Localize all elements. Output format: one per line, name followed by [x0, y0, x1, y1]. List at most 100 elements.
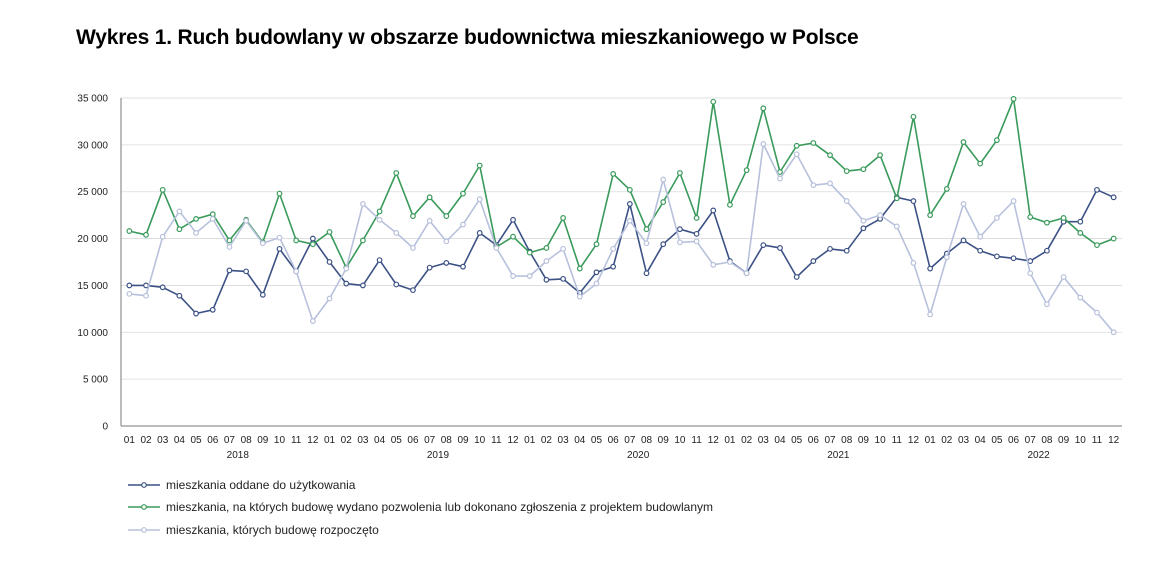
data-point — [910, 113, 917, 120]
legend-marker — [141, 482, 147, 488]
y-tick-label: 30 000 — [77, 140, 108, 151]
data-point — [860, 225, 867, 232]
data-point — [760, 242, 767, 249]
data-point — [676, 170, 683, 176]
data-point — [526, 273, 533, 279]
data-point — [643, 226, 650, 233]
data-point — [1094, 242, 1100, 249]
data-point — [293, 268, 300, 275]
data-point — [376, 216, 383, 223]
data-point — [193, 310, 199, 317]
data-point — [960, 237, 967, 244]
year-label: 2021 — [827, 450, 850, 461]
series-line — [129, 143, 1115, 333]
data-point — [259, 240, 266, 247]
data-point — [610, 263, 617, 270]
data-point — [793, 274, 800, 280]
x-tick-label: 06 — [608, 435, 620, 446]
data-point — [443, 213, 450, 219]
data-point — [376, 257, 383, 264]
data-point — [226, 267, 233, 274]
data-point — [276, 234, 283, 241]
x-tick-label: 04 — [774, 435, 786, 446]
x-tick-label: 11 — [1092, 435, 1103, 446]
x-tick-label: 02 — [941, 435, 953, 446]
data-point — [610, 245, 617, 252]
data-point — [927, 212, 934, 219]
data-point — [543, 258, 550, 264]
data-point — [943, 186, 950, 192]
x-tick-label: 03 — [758, 435, 770, 446]
x-tick-label: 01 — [724, 435, 736, 446]
x-tick-label: 09 — [257, 435, 269, 446]
data-point — [309, 241, 316, 248]
axes: 0 5 000 10 000 15 000 20 000 25 000 30 000 35 0… — [77, 94, 1119, 462]
data-point — [660, 241, 667, 248]
data-point — [1027, 214, 1034, 220]
data-point — [760, 141, 767, 147]
data-point — [276, 245, 283, 252]
data-point — [676, 239, 683, 246]
data-point — [626, 186, 633, 193]
data-point — [1027, 270, 1034, 277]
data-point — [1077, 294, 1084, 301]
data-point — [793, 151, 800, 158]
x-tick-label: 12 — [908, 435, 920, 446]
data-point — [126, 282, 133, 289]
data-point — [960, 200, 967, 207]
data-point — [1094, 309, 1100, 316]
data-point — [743, 167, 750, 174]
data-point — [593, 241, 600, 248]
year-label: 2022 — [1027, 450, 1050, 461]
data-point — [977, 233, 984, 240]
data-point — [193, 215, 199, 222]
x-tick-label: 03 — [958, 435, 970, 446]
x-tick-label: 08 — [841, 435, 853, 446]
data-point — [560, 275, 567, 282]
x-tick-label: 01 — [524, 435, 536, 446]
x-tick-label: 12 — [708, 435, 720, 446]
data-point — [1010, 96, 1017, 102]
data-point — [1110, 194, 1117, 201]
data-point — [209, 211, 216, 218]
data-point — [743, 270, 750, 277]
data-point — [343, 265, 350, 272]
x-tick-label: 06 — [207, 435, 219, 446]
x-tick-label: 12 — [1108, 435, 1120, 446]
x-tick-label: 03 — [357, 435, 369, 446]
data-point — [843, 198, 850, 204]
data-point — [1044, 247, 1050, 254]
data-point — [860, 217, 867, 224]
data-point — [760, 105, 767, 112]
data-point — [927, 265, 934, 272]
x-tick-label: 11 — [892, 435, 903, 446]
data-point — [576, 265, 583, 272]
data-point — [309, 318, 316, 324]
data-point — [293, 237, 300, 244]
y-tick-label: 0 — [102, 422, 108, 433]
y-tick-label: 35 000 — [77, 94, 108, 105]
data-point — [810, 140, 817, 146]
x-tick-label: 08 — [641, 435, 653, 446]
data-point — [176, 208, 183, 215]
data-point — [126, 228, 133, 234]
x-tick-label: 01 — [925, 435, 937, 446]
data-point — [460, 263, 466, 270]
data-point — [259, 291, 266, 298]
data-point — [526, 249, 533, 256]
data-point — [126, 290, 133, 297]
data-point — [660, 176, 667, 183]
x-tick-label: 03 — [157, 435, 169, 446]
year-label: 2020 — [627, 450, 650, 461]
x-tick-label: 12 — [507, 435, 519, 446]
data-point — [810, 182, 817, 189]
data-point — [727, 259, 733, 265]
legend-label: mieszkania, których budowę rozpoczęto — [166, 523, 379, 537]
x-tick-label: 08 — [1041, 435, 1053, 446]
data-point — [777, 175, 783, 182]
x-tick-label: 09 — [658, 435, 670, 446]
data-point — [493, 245, 500, 251]
data-point — [560, 215, 567, 221]
data-point — [476, 196, 483, 203]
